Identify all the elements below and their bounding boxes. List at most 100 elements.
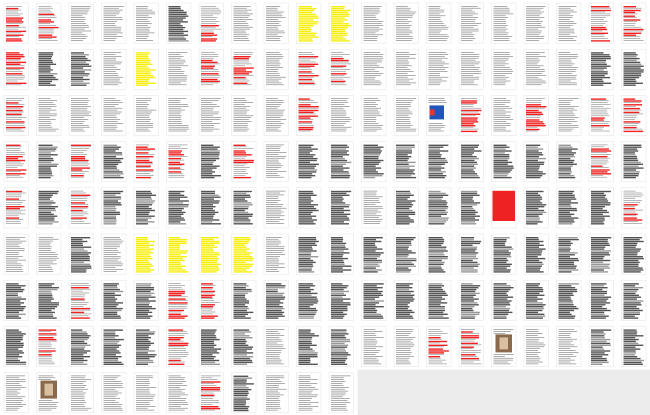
page-thumbnail[interactable] (458, 187, 484, 229)
page-thumbnail[interactable] (68, 279, 94, 321)
page-thumbnail[interactable] (263, 141, 289, 183)
page-thumbnail[interactable] (3, 48, 29, 90)
page-thumbnail[interactable] (523, 233, 549, 275)
page-thumbnail[interactable] (523, 141, 549, 183)
page-thumbnail[interactable] (426, 279, 452, 321)
page-thumbnail[interactable] (68, 326, 94, 367)
page-thumbnail[interactable] (361, 2, 387, 44)
page-thumbnail[interactable] (198, 48, 224, 90)
page-thumbnail[interactable] (166, 279, 192, 321)
page-thumbnail[interactable] (101, 233, 127, 275)
page-thumbnail[interactable] (328, 326, 354, 367)
page-thumbnail[interactable] (3, 279, 29, 321)
page-thumbnail[interactable] (393, 141, 419, 183)
page-thumbnail[interactable] (361, 187, 387, 229)
page-thumbnail[interactable] (296, 95, 322, 136)
page-thumbnail[interactable] (198, 279, 224, 321)
page-thumbnail[interactable] (556, 279, 582, 321)
page-thumbnail[interactable] (458, 48, 484, 90)
page-thumbnail[interactable] (263, 2, 289, 44)
page-thumbnail[interactable] (263, 233, 289, 275)
page-thumbnail[interactable] (36, 326, 62, 367)
page-thumbnail[interactable] (198, 95, 224, 136)
page-thumbnail[interactable] (231, 95, 257, 136)
page-thumbnail[interactable] (523, 279, 549, 321)
page-thumbnail[interactable] (263, 187, 289, 229)
page-thumbnail[interactable] (3, 141, 29, 183)
page-thumbnail[interactable] (166, 141, 192, 183)
page-thumbnail[interactable] (133, 2, 159, 44)
page-thumbnail[interactable] (296, 279, 322, 321)
page-thumbnail[interactable] (458, 2, 484, 44)
page-thumbnail[interactable] (588, 326, 614, 367)
page-thumbnail[interactable] (458, 141, 484, 183)
page-thumbnail[interactable] (621, 187, 647, 229)
page-thumbnail[interactable] (3, 326, 29, 367)
page-thumbnail[interactable] (588, 141, 614, 183)
page-thumbnail[interactable] (361, 279, 387, 321)
page-thumbnail[interactable] (263, 48, 289, 90)
page-thumbnail[interactable] (393, 326, 419, 367)
page-thumbnail[interactable] (36, 95, 62, 136)
page-thumbnail[interactable] (621, 326, 647, 367)
page-thumbnail[interactable] (198, 372, 224, 414)
page-thumbnail[interactable] (361, 48, 387, 90)
page-thumbnail[interactable] (133, 372, 159, 414)
page-thumbnail[interactable] (68, 372, 94, 414)
page-thumbnail[interactable] (588, 233, 614, 275)
page-thumbnail[interactable] (491, 233, 517, 275)
page-thumbnail[interactable] (36, 233, 62, 275)
page-thumbnail[interactable] (621, 141, 647, 183)
page-thumbnail[interactable] (133, 48, 159, 90)
page-thumbnail[interactable] (491, 187, 517, 229)
page-thumbnail[interactable] (328, 372, 354, 414)
page-thumbnail[interactable] (296, 372, 322, 414)
page-thumbnail[interactable] (101, 95, 127, 136)
page-thumbnail[interactable] (263, 326, 289, 367)
page-thumbnail[interactable] (296, 48, 322, 90)
page-thumbnail[interactable] (458, 279, 484, 321)
page-thumbnail[interactable] (263, 95, 289, 136)
page-thumbnail[interactable] (523, 48, 549, 90)
page-thumbnail[interactable] (621, 48, 647, 90)
page-thumbnail[interactable] (328, 2, 354, 44)
page-thumbnail[interactable] (68, 2, 94, 44)
page-thumbnail[interactable] (3, 95, 29, 136)
page-thumbnail[interactable] (556, 95, 582, 136)
page-thumbnail[interactable] (263, 372, 289, 414)
page-thumbnail[interactable] (491, 279, 517, 321)
page-thumbnail[interactable] (361, 141, 387, 183)
page-thumbnail[interactable] (458, 95, 484, 136)
page-thumbnail[interactable] (361, 233, 387, 275)
page-thumbnail[interactable] (101, 2, 127, 44)
page-thumbnail[interactable] (133, 233, 159, 275)
page-thumbnail[interactable] (3, 187, 29, 229)
page-thumbnail[interactable] (198, 141, 224, 183)
page-thumbnail[interactable] (556, 326, 582, 367)
page-thumbnail[interactable] (328, 95, 354, 136)
page-thumbnail[interactable] (523, 2, 549, 44)
page-thumbnail[interactable] (426, 187, 452, 229)
page-thumbnail[interactable] (166, 2, 192, 44)
page-thumbnail[interactable] (621, 95, 647, 136)
page-thumbnail[interactable] (426, 95, 452, 136)
page-thumbnail[interactable] (133, 141, 159, 183)
page-thumbnail[interactable] (393, 48, 419, 90)
page-thumbnail[interactable] (198, 233, 224, 275)
page-thumbnail[interactable] (296, 326, 322, 367)
page-thumbnail[interactable] (491, 48, 517, 90)
page-thumbnail[interactable] (36, 372, 62, 414)
page-thumbnail[interactable] (588, 187, 614, 229)
page-thumbnail[interactable] (458, 326, 484, 367)
page-thumbnail[interactable] (621, 2, 647, 44)
page-thumbnail[interactable] (556, 141, 582, 183)
page-thumbnail[interactable] (198, 187, 224, 229)
page-thumbnail[interactable] (166, 48, 192, 90)
page-thumbnail[interactable] (426, 2, 452, 44)
page-thumbnail[interactable] (133, 326, 159, 367)
page-thumbnail[interactable] (36, 187, 62, 229)
page-thumbnail[interactable] (361, 95, 387, 136)
page-thumbnail[interactable] (133, 95, 159, 136)
page-thumbnail[interactable] (621, 233, 647, 275)
page-thumbnail[interactable] (101, 187, 127, 229)
